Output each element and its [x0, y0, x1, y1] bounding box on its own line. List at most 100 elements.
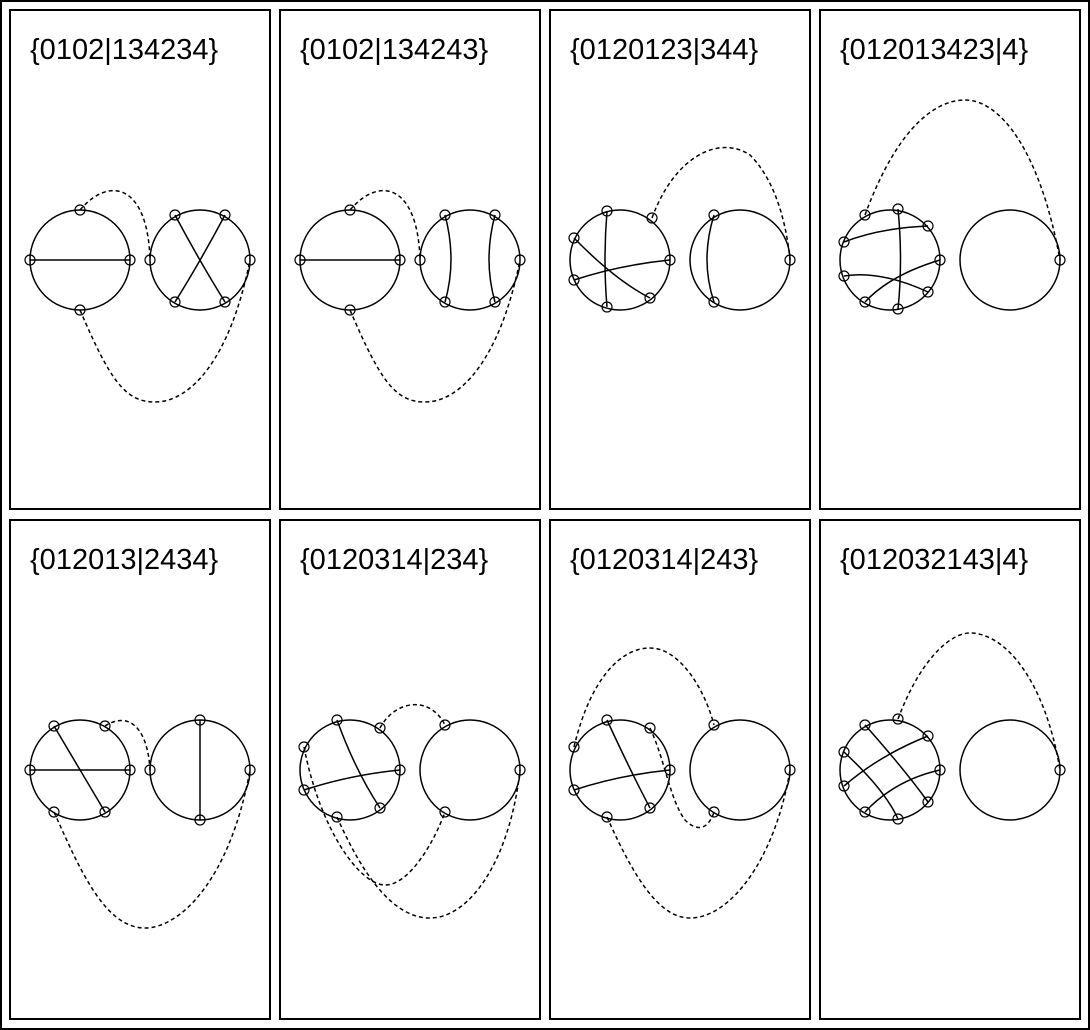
node [219, 209, 231, 221]
chord [174, 214, 226, 303]
node [294, 254, 306, 266]
node [568, 784, 580, 796]
dashed-connector [573, 647, 715, 748]
node [244, 764, 256, 776]
chord [843, 751, 899, 820]
panel-label: {0120314|243} [570, 544, 759, 576]
node [244, 254, 256, 266]
node [859, 296, 871, 308]
node [331, 714, 343, 726]
right-circle [149, 209, 251, 311]
node [24, 254, 36, 266]
node [601, 205, 613, 217]
dashed-connector [79, 259, 251, 403]
chord [864, 259, 941, 303]
node [664, 254, 676, 266]
node [892, 303, 904, 315]
node [784, 254, 796, 266]
node [374, 722, 386, 734]
node [601, 301, 613, 313]
node [892, 713, 904, 725]
node [859, 209, 871, 221]
node [394, 254, 406, 266]
node [708, 719, 720, 731]
chord [843, 273, 929, 293]
chord [706, 214, 715, 303]
dashed-connector [79, 189, 151, 261]
node [922, 286, 934, 298]
node [708, 296, 720, 308]
node [74, 304, 86, 316]
chord [897, 208, 902, 310]
node [838, 780, 850, 792]
node [784, 764, 796, 776]
node [414, 254, 426, 266]
node [48, 720, 60, 732]
node [144, 254, 156, 266]
node [568, 274, 580, 286]
node [298, 741, 310, 753]
node [48, 806, 60, 818]
panel-4: {012013423|4} [819, 9, 1081, 510]
dashed-connector [606, 769, 791, 919]
node [344, 304, 356, 316]
panel-frame [819, 519, 1081, 1020]
node [664, 764, 676, 776]
node [219, 296, 231, 308]
dashed-connector [349, 189, 421, 261]
node [859, 806, 871, 818]
panel-2: {0102|134243} [279, 9, 541, 510]
node [489, 296, 501, 308]
panel-8: {012032143|4} [819, 519, 1081, 1020]
node [892, 813, 904, 825]
node [374, 802, 386, 814]
node [568, 741, 580, 753]
dashed-connector [104, 719, 151, 771]
node [1054, 254, 1066, 266]
node [646, 212, 658, 224]
panel-3: {0120123|344} [549, 9, 811, 510]
panel-frame [549, 9, 811, 510]
panel-label: {012032143|4} [840, 544, 1029, 576]
node [922, 796, 934, 808]
panel-5: {012013|2434} [9, 519, 271, 1020]
node [169, 296, 181, 308]
node [601, 811, 613, 823]
node [601, 714, 613, 726]
node [838, 746, 850, 758]
panel-label: {012013423|4} [840, 34, 1029, 66]
panel-frame [279, 519, 541, 1020]
node [331, 811, 343, 823]
node [514, 764, 526, 776]
node [124, 254, 136, 266]
node [708, 209, 720, 221]
node [439, 719, 451, 731]
chord [303, 769, 401, 791]
node [439, 806, 451, 818]
node [568, 232, 580, 244]
node [144, 764, 156, 776]
chord [843, 735, 929, 787]
chord [488, 214, 496, 303]
node [644, 802, 656, 814]
right-circle [959, 719, 1061, 821]
dashed-connector [349, 259, 521, 403]
node [74, 204, 86, 216]
node [892, 203, 904, 215]
chord [573, 237, 651, 299]
node [514, 254, 526, 266]
dashed-connector [53, 769, 251, 929]
node [644, 292, 656, 304]
node [439, 209, 451, 221]
panel-label: {0120123|344} [570, 34, 759, 66]
dashed-connector [379, 703, 446, 729]
node [298, 784, 310, 796]
chord [573, 769, 671, 791]
chord [843, 225, 929, 243]
chord [864, 769, 941, 813]
panel-label: {0120314|234} [300, 544, 489, 576]
panel-frame [819, 9, 1081, 510]
chord [336, 719, 381, 809]
node [99, 720, 111, 732]
